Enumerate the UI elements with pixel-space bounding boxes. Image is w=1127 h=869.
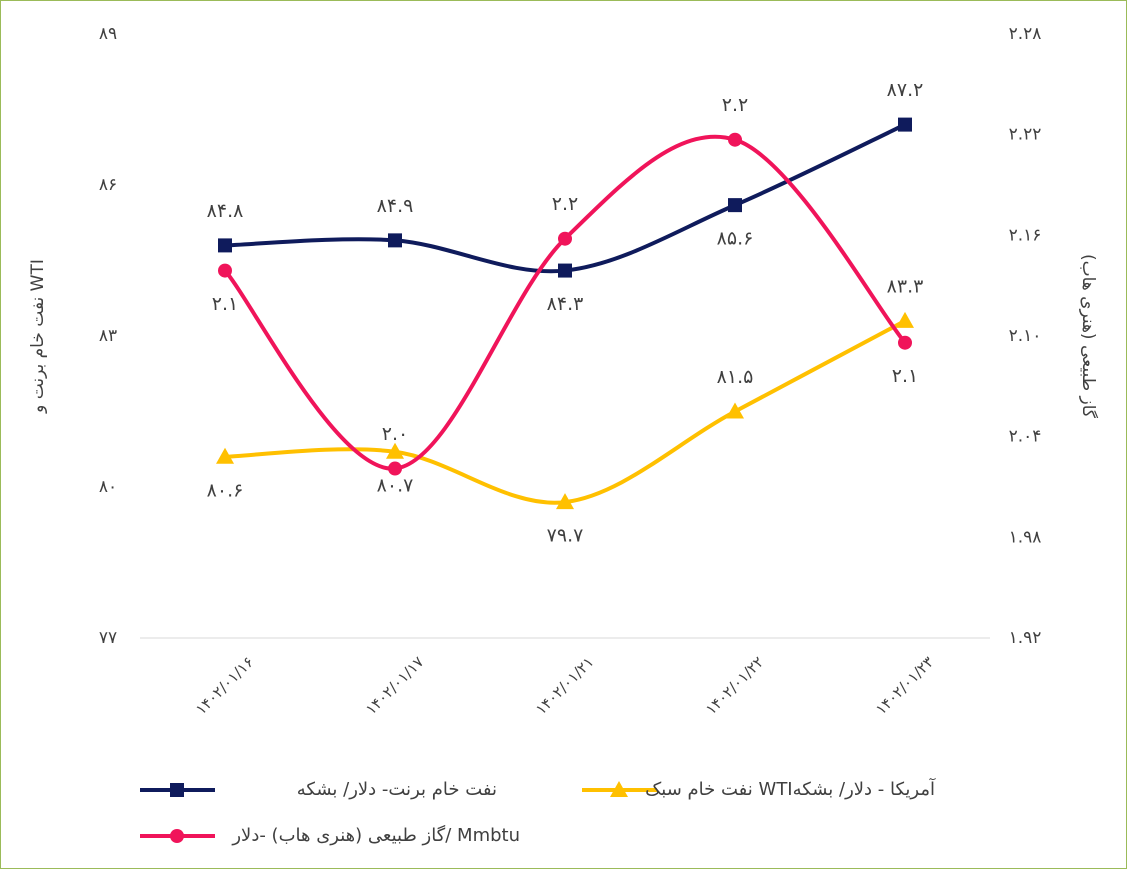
data-label: ۲.۱ bbox=[892, 365, 918, 387]
marker bbox=[610, 781, 628, 797]
data-label: ۸۴.۹ bbox=[377, 195, 414, 217]
marker bbox=[898, 117, 912, 132]
marker bbox=[558, 263, 572, 278]
y-tick-label: ۷۷ bbox=[99, 628, 117, 648]
data-label: ۸۴.۳ bbox=[547, 293, 584, 315]
marker bbox=[896, 311, 914, 328]
marker bbox=[726, 402, 744, 419]
y2-tick-label: ۲.۱۶ bbox=[1009, 225, 1042, 245]
marker bbox=[728, 132, 742, 147]
data-label: ۸۰.۷ bbox=[377, 474, 414, 496]
marker bbox=[558, 231, 572, 246]
y2-tick-label: ۱.۹۸ bbox=[1009, 527, 1042, 547]
data-label: ۲.۰ bbox=[382, 423, 408, 445]
data-label: ۸۰.۶ bbox=[207, 479, 244, 501]
marker bbox=[170, 829, 184, 843]
y2-tick-label: ۲.۲۸ bbox=[1009, 24, 1042, 44]
data-label: ۸۱.۵ bbox=[717, 366, 754, 388]
data-label: ۲.۲ bbox=[722, 94, 748, 116]
legend-label: نفت خام سبک WTIآمریکا - دلار/ بشکه bbox=[645, 777, 936, 800]
y-tick-label: ۸۶ bbox=[99, 175, 117, 195]
marker bbox=[386, 442, 404, 459]
data-label: ۷۹.۷ bbox=[547, 525, 584, 547]
y2-tick-label: ۲.۰۴ bbox=[1009, 427, 1042, 447]
y2-tick-label: ۱.۹۲ bbox=[1009, 628, 1042, 648]
data-label: ۸۳.۳ bbox=[887, 275, 924, 297]
marker bbox=[728, 198, 742, 213]
y-axis-title: نفت خام برنت و WTI bbox=[28, 259, 48, 414]
marker bbox=[218, 263, 232, 278]
y-tick-label: ۸۳ bbox=[99, 326, 117, 346]
marker bbox=[388, 461, 402, 476]
y-tick-label: ۸۰ bbox=[99, 477, 117, 497]
data-label: ۲.۱ bbox=[212, 293, 238, 315]
data-label: ۸۷.۲ bbox=[887, 79, 924, 101]
y-tick-label: ۸۹ bbox=[99, 24, 117, 44]
marker bbox=[388, 233, 402, 248]
marker bbox=[170, 783, 184, 797]
data-label: ۲.۲ bbox=[552, 193, 578, 215]
marker bbox=[216, 447, 234, 464]
marker bbox=[898, 335, 912, 350]
y2-tick-label: ۲.۲۲ bbox=[1009, 125, 1042, 145]
marker bbox=[556, 493, 574, 510]
marker bbox=[218, 238, 232, 253]
data-label: ۸۵.۶ bbox=[717, 228, 754, 250]
y2-axis-title: گاز طبیعی (هنری هاب) bbox=[1078, 254, 1099, 419]
series-line bbox=[223, 134, 907, 471]
legend-label: گاز طبیعی (هنری هاب) -دلار/ Mmbtu bbox=[231, 824, 520, 846]
data-label: ۸۴.۸ bbox=[207, 200, 244, 222]
y2-tick-label: ۲.۱۰ bbox=[1009, 326, 1042, 346]
legend-label: نفت خام برنت- دلار/ بشکه bbox=[297, 779, 497, 800]
